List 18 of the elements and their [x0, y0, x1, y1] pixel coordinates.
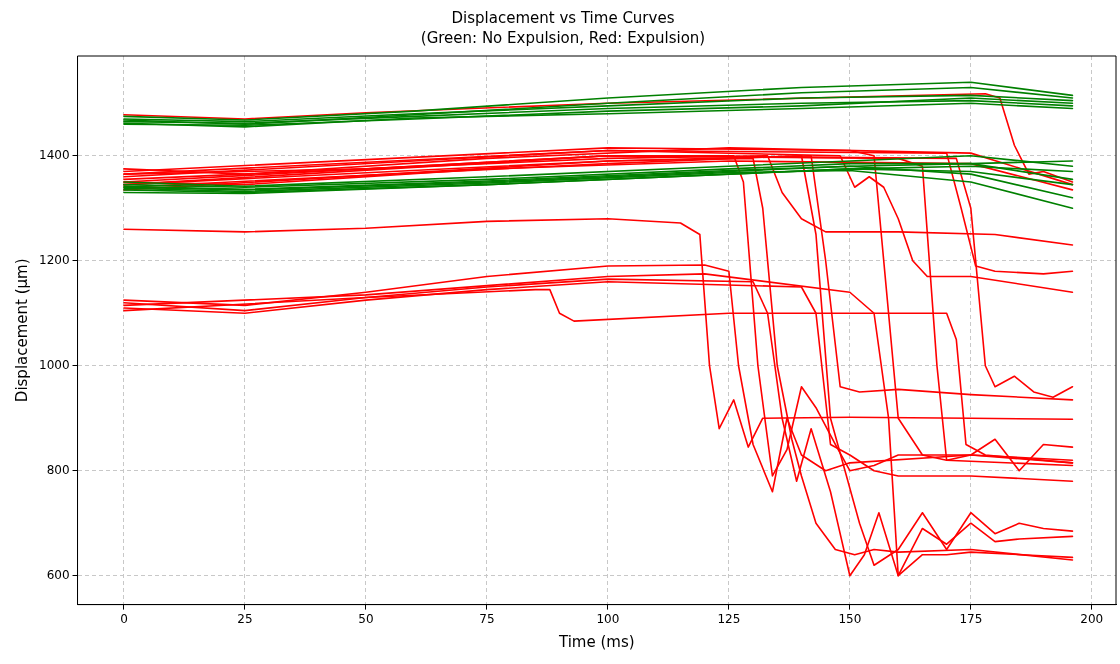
- x-tick-label: 125: [717, 611, 741, 626]
- x-tick-label: 75: [479, 611, 495, 626]
- y-tick-label: 800: [46, 462, 70, 477]
- x-tick-label: 50: [358, 611, 374, 626]
- chart-title: Displacement vs Time Curves: [451, 8, 675, 27]
- y-tick-label: 1400: [38, 147, 70, 162]
- x-tick-label: 25: [237, 611, 253, 626]
- chart-subtitle: (Green: No Expulsion, Red: Expulsion): [420, 28, 706, 47]
- y-tick-label: 1200: [38, 252, 70, 267]
- y-tick-label: 1000: [38, 357, 70, 372]
- x-tick-label: 0: [120, 611, 128, 626]
- x-tick-label: 150: [838, 611, 862, 626]
- y-axis-title: Displacement (µm): [12, 258, 31, 403]
- y-tick-label: 600: [46, 567, 70, 582]
- x-tick-label: 200: [1080, 611, 1104, 626]
- x-tick-label: 100: [596, 611, 620, 626]
- x-axis-title: Time (ms): [557, 632, 635, 651]
- x-tick-label: 175: [959, 611, 983, 626]
